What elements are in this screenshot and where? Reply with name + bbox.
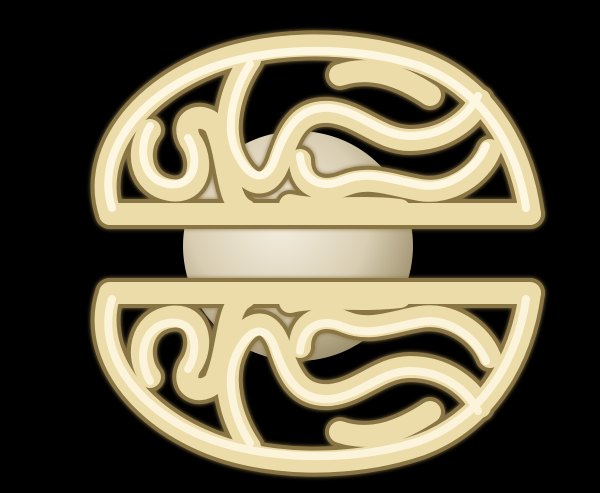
top-hemisphere bbox=[90, 30, 545, 229]
bottom-hemisphere bbox=[90, 278, 545, 477]
